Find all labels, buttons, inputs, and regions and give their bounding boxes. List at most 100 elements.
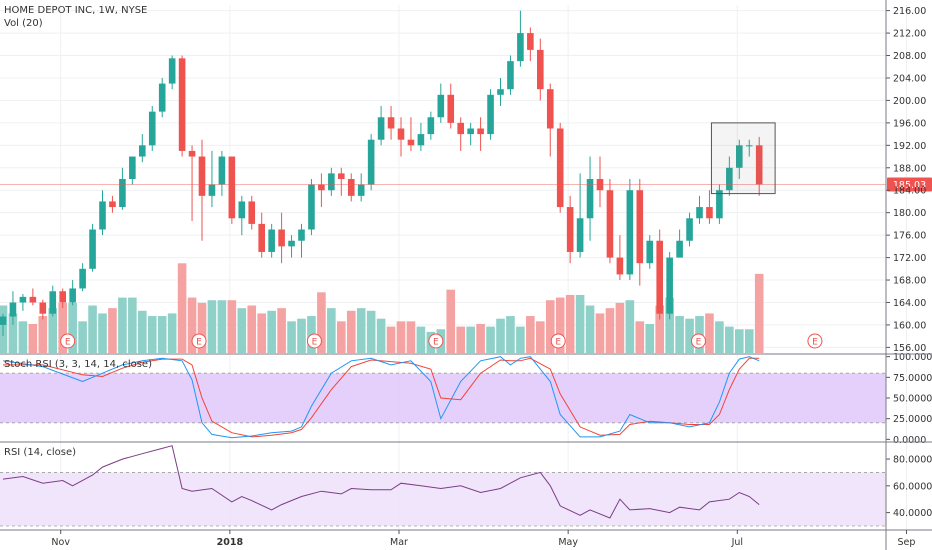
volume-bar — [416, 326, 426, 353]
candle-body — [178, 58, 186, 151]
volume-bar — [217, 300, 227, 353]
volume-bar — [735, 329, 744, 353]
volume-bar — [685, 318, 694, 353]
price-tick-label: 156.00 — [893, 343, 926, 354]
volume-bar — [635, 321, 645, 353]
volume-bar — [287, 321, 296, 353]
time-axis-label: Nov — [51, 537, 70, 548]
volume-bar — [98, 313, 107, 353]
candle-body — [69, 288, 76, 303]
candle-body — [616, 257, 624, 275]
volume-bar — [565, 294, 575, 353]
candle-body — [288, 240, 295, 247]
candle-body — [407, 139, 415, 146]
candle-body — [148, 111, 156, 146]
candle-body — [736, 145, 743, 168]
volume-bar — [227, 300, 237, 353]
candle-body — [328, 173, 335, 191]
stoch-k-line — [2, 356, 760, 439]
overlays: 185.03 E E E E E E E — [0, 122, 932, 349]
volume-bar — [665, 297, 674, 353]
earnings-marker: E — [691, 333, 707, 349]
volume-bar — [466, 326, 475, 353]
grid-lines — [0, 5, 907, 530]
candle-body — [467, 128, 474, 135]
volume-label: Vol (20) — [4, 18, 43, 29]
candle-body — [417, 134, 425, 146]
candle-body — [89, 229, 96, 269]
candle-body — [606, 190, 614, 258]
volume-bar — [725, 326, 734, 353]
candle-body — [298, 229, 305, 241]
candle-body — [79, 268, 86, 289]
candle-body — [168, 58, 176, 84]
earnings-marker-circle — [60, 333, 76, 349]
volume-bar — [605, 308, 615, 353]
volume-bar — [705, 313, 714, 353]
stoch-d-line — [3, 357, 760, 438]
candle-body — [59, 291, 66, 303]
rsi-tick-label: 80.0000 — [893, 455, 932, 466]
volume-bar — [187, 297, 197, 353]
earnings-marker-text: E — [433, 338, 439, 348]
volume-bar — [78, 321, 87, 353]
earnings-marker: E — [550, 333, 566, 349]
indicator-lines — [2, 356, 760, 519]
stoch-tick-label: 100.0000 — [893, 352, 932, 363]
earnings-marker-circle — [807, 333, 823, 349]
earnings-marker-text: E — [696, 338, 702, 348]
price-tick-label: 180.00 — [893, 208, 926, 219]
volume-bar — [555, 297, 565, 353]
candle-body — [437, 94, 445, 118]
volume-bar — [28, 323, 38, 353]
volume-bar — [207, 300, 217, 353]
time-axis-label: 2018 — [217, 537, 244, 548]
rsi-tick-label: 60.0000 — [893, 481, 932, 492]
volume-bar — [317, 292, 326, 353]
volume-bar — [118, 297, 127, 353]
volume-bar — [406, 321, 416, 353]
earnings-marker: E — [428, 333, 444, 349]
candle-body — [636, 190, 644, 264]
candle-body — [566, 207, 574, 252]
candle-body — [377, 117, 385, 140]
selection-box — [710, 122, 776, 195]
price-candles[interactable] — [0, 10, 763, 337]
volume-bar — [8, 313, 18, 353]
volume-bar — [177, 263, 187, 353]
earnings-marker-text: E — [196, 338, 202, 348]
price-tick-label: 164.00 — [893, 298, 926, 309]
earnings-marker-text: E — [555, 338, 561, 348]
volume-bar — [496, 318, 505, 353]
price-tick-label: 196.00 — [893, 118, 926, 129]
volume-bar — [625, 300, 635, 353]
candle-body — [367, 139, 375, 185]
candle-body — [49, 291, 57, 314]
volume-bar — [38, 316, 48, 353]
volume-bar — [615, 302, 625, 353]
candle-body — [218, 156, 226, 185]
earnings-marker-circle — [306, 333, 322, 349]
volume-bar — [516, 326, 525, 353]
earnings-marker-circle — [428, 333, 444, 349]
candle-body — [507, 61, 514, 90]
volume-bar — [486, 326, 495, 353]
volume-bar — [157, 316, 167, 353]
price-tick-label: 188.00 — [893, 163, 926, 174]
candle-body — [676, 240, 683, 258]
candle-body — [646, 240, 654, 264]
volume-bar — [138, 310, 147, 353]
volume-bar — [0, 305, 8, 353]
volume-bar — [58, 302, 67, 353]
volume-bar — [147, 316, 157, 353]
volume-bar — [446, 289, 456, 353]
volume-bar — [356, 308, 366, 353]
volume-bar — [476, 323, 485, 353]
volume-bar — [277, 308, 286, 353]
candle-body — [726, 167, 733, 191]
candle-body — [258, 223, 265, 252]
volume-bar — [595, 313, 605, 353]
candle-body — [347, 179, 355, 196]
